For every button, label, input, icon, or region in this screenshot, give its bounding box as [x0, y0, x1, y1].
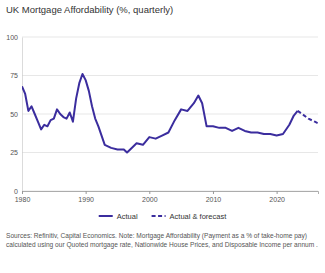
x-tick-label: 2010 — [206, 196, 222, 203]
y-tick: 0 — [14, 188, 22, 195]
x-tick: 2000 — [142, 191, 158, 203]
x-tick-mark — [86, 191, 87, 194]
legend-item: Actual — [99, 212, 138, 221]
x-tick-label: 2020 — [269, 196, 285, 203]
x-tick: 1990 — [78, 191, 94, 203]
grid-line — [22, 75, 318, 76]
grid-line — [22, 152, 318, 153]
y-tick-label: 100 — [6, 34, 18, 41]
x-tick-mark — [213, 191, 214, 194]
y-tick: 50 — [10, 111, 22, 118]
plot-area — [22, 74, 318, 153]
y-tick: 25 — [10, 149, 22, 156]
y-axis: 0 25 50 75 100 — [6, 34, 22, 195]
x-tick-label: 1980 — [15, 196, 31, 203]
y-tick: 75 — [10, 72, 22, 79]
x-tick: 2010 — [206, 191, 222, 203]
legend: Actual Actual & forecast — [99, 212, 227, 221]
legend-swatch — [152, 215, 166, 217]
series-line — [22, 74, 298, 153]
x-axis-line — [23, 192, 319, 195]
legend-item: Actual & forecast — [152, 212, 228, 221]
grid-line — [22, 37, 318, 38]
legend-label: Actual — [117, 212, 138, 221]
grid-line — [22, 114, 318, 115]
grid — [22, 37, 318, 191]
x-tick: 2020 — [269, 191, 285, 203]
y-tick-label: 0 — [14, 188, 18, 195]
y-tick-label: 25 — [10, 149, 18, 156]
x-axis: 1980 1990 2000 2010 2020 — [15, 191, 319, 203]
legend-label: Actual & forecast — [170, 212, 228, 221]
x-tick-label: 2000 — [142, 196, 158, 203]
x-tick-label: 1990 — [78, 196, 94, 203]
y-tick-label: 50 — [10, 111, 18, 118]
x-tick-mark — [149, 191, 150, 194]
y-tick-label: 75 — [10, 72, 18, 79]
series-line — [298, 111, 318, 123]
legend-swatch — [99, 215, 113, 217]
x-tick-mark — [22, 191, 23, 194]
source-note: Sources: Refinitiv, Capital Economics. N… — [6, 232, 319, 249]
y-axis-line — [22, 38, 23, 192]
x-tick-mark — [277, 191, 278, 194]
y-tick: 100 — [6, 34, 22, 41]
x-tick: 1980 — [15, 191, 31, 203]
title: UK Mortgage Affordability (%, quarterly) — [6, 4, 173, 15]
